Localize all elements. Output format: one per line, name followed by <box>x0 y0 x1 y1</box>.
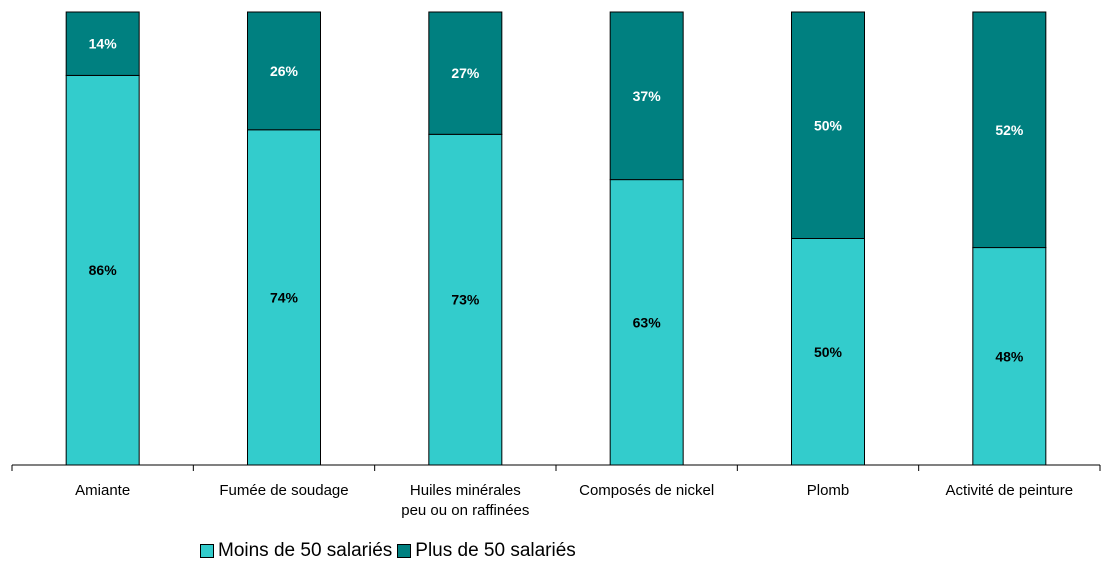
bar-segment-moins-de-50-salaries-huiles-minerales-peu-ou-on-raffinees <box>428 133 503 466</box>
category-label-plomb: Plomb <box>807 482 850 499</box>
data-label-plus-de-50-salaries-amiante: 14% <box>89 36 118 52</box>
category-label-activite-de-peinture: Activité de peinture <box>946 482 1074 499</box>
category-label-huiles-minerales-peu-ou-on-raffinees: Huiles minérales peu ou on raffinées <box>401 482 529 519</box>
legend-swatch-plus-de-50 <box>397 544 412 558</box>
data-label-plus-de-50-salaries-plomb: 50% <box>814 117 843 133</box>
legend-swatch-moins-de-50 <box>200 544 214 558</box>
category-labels-layer: Amiante Fumée de soudage Huiles minérales p… <box>75 482 1073 519</box>
bar-segment-plus-de-50-salaries-composes-de-nickel <box>609 11 684 181</box>
category-label-composes-de-nickel: Composés de nickel <box>579 482 714 499</box>
bar-segment-plus-de-50-salaries-amiante <box>65 11 140 76</box>
bar-labels-layer: 86% 14% 74% 26% 73% 27% 63% 37% 50% 50% 48% 52% <box>89 36 1024 365</box>
x-axis <box>11 464 1101 471</box>
category-label-line: Fumée de soudage <box>219 482 348 499</box>
data-label-moins-de-50-salaries-amiante: 86% <box>89 262 118 278</box>
legend-label-moins-de-50: Moins de 50 salariés <box>218 540 393 561</box>
category-label-line: Composés de nickel <box>579 482 714 499</box>
category-label-line: Plomb <box>807 482 850 499</box>
data-label-plus-de-50-salaries-fumee-de-soudage: 26% <box>270 63 299 79</box>
legend-label-plus-de-50: Plus de 50 salariés <box>415 540 576 561</box>
category-label-amiante: Amiante <box>75 482 130 499</box>
legend-item-plus-de-50: Plus de 50 salariés <box>397 540 576 562</box>
bar-segment-plus-de-50-salaries-huiles-minerales-peu-ou-on-raffinees <box>428 11 503 135</box>
bars-layer <box>65 11 1047 466</box>
bar-segment-plus-de-50-salaries-fumee-de-soudage <box>247 11 321 131</box>
data-label-plus-de-50-salaries-composes-de-nickel: 37% <box>633 88 662 104</box>
data-label-moins-de-50-salaries-plomb: 50% <box>814 344 843 360</box>
legend-item-moins-de-50: Moins de 50 salariés <box>200 540 392 562</box>
bar-segment-plus-de-50-salaries-plomb <box>791 11 865 239</box>
data-label-plus-de-50-salaries-huiles-minerales-peu-ou-on-raffinees: 27% <box>451 65 480 81</box>
category-label-line: Huiles minérales <box>410 482 521 499</box>
stacked-bar-chart: 86% 14% 74% 26% 73% 27% 63% 37% 50% 50% 48% 52% Ami… <box>11 11 1101 519</box>
data-label-moins-de-50-salaries-composes-de-nickel: 63% <box>633 314 662 330</box>
category-label-line: Activité de peinture <box>946 482 1074 499</box>
bar-segment-plus-de-50-salaries-activite-de-peinture <box>972 11 1047 249</box>
legend: Moins de 50 salariés Plus de 50 salariés <box>200 540 581 562</box>
data-label-moins-de-50-salaries-huiles-minerales-peu-ou-on-raffinees: 73% <box>451 292 480 308</box>
data-label-moins-de-50-salaries-fumee-de-soudage: 74% <box>270 289 299 305</box>
bar-segment-moins-de-50-salaries-activite-de-peinture <box>972 247 1047 466</box>
data-label-plus-de-50-salaries-activite-de-peinture: 52% <box>995 122 1024 138</box>
data-label-moins-de-50-salaries-activite-de-peinture: 48% <box>995 348 1024 364</box>
category-label-line: Amiante <box>75 482 130 499</box>
category-label-fumee-de-soudage: Fumée de soudage <box>219 482 348 499</box>
category-label-line: peu ou on raffinées <box>401 502 529 519</box>
bar-segment-moins-de-50-salaries-amiante <box>65 74 140 466</box>
